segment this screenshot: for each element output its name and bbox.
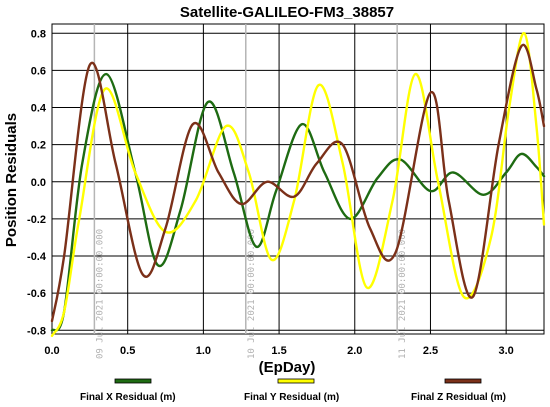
y-tick-label: 0.2 — [31, 140, 46, 152]
y-tick-label: 0.6 — [31, 65, 46, 77]
y-axis-label: Position Residuals — [3, 113, 20, 247]
date-marker-label: 09 Jul 2021 00:00:00.000 — [95, 229, 105, 359]
date-marker-label: 11 Jul 2021 00:00:00.000 — [398, 229, 408, 359]
tick-labels: -0.8 -0.6 -0.4 -0.2 0.0 0.2 0.4 0.6 0.8 0.0 0.5 1.0… — [27, 28, 514, 357]
y-tick-label: -0.4 — [27, 251, 47, 263]
y-tick-label: 0.4 — [31, 103, 47, 115]
x-tick-label: 3.0 — [499, 345, 514, 357]
grid-lines — [51, 24, 544, 334]
series-line-z — [50, 43, 546, 323]
legend-swatch-z — [444, 378, 482, 384]
y-tick-label: 0.0 — [31, 177, 46, 189]
series-lines — [50, 32, 546, 338]
legend-swatch-x — [114, 378, 152, 384]
y-tick-label: -0.2 — [27, 214, 46, 226]
x-tick-label: 1.5 — [271, 345, 286, 357]
x-tick-label: 0.5 — [120, 345, 135, 357]
x-tick-label: 1.0 — [196, 345, 211, 357]
legend-swatch-y — [277, 378, 315, 384]
date-marker-label: 10 Jul 2021 00:00:00.000 — [247, 229, 257, 359]
legend: Final X Residual (m) Final Y Residual (m)… — [80, 378, 506, 403]
x-tick-label: 0.0 — [44, 345, 59, 357]
x-axis-label: (EpDay) — [259, 359, 316, 376]
chart-title: Satellite-GALILEO-FM3_38857 — [180, 4, 394, 21]
y-tick-label: -0.8 — [27, 325, 46, 337]
series-line-y — [50, 32, 546, 338]
legend-label-z: Final Z Residual (m) — [411, 392, 506, 403]
y-tick-label: 0.8 — [31, 28, 46, 40]
x-tick-label: 2.5 — [423, 345, 438, 357]
y-tick-label: -0.6 — [27, 288, 46, 300]
legend-label-x: Final X Residual (m) — [80, 392, 176, 403]
series-line-x — [50, 72, 546, 332]
legend-label-y: Final Y Residual (m) — [244, 392, 339, 403]
x-tick-label: 2.0 — [347, 345, 362, 357]
